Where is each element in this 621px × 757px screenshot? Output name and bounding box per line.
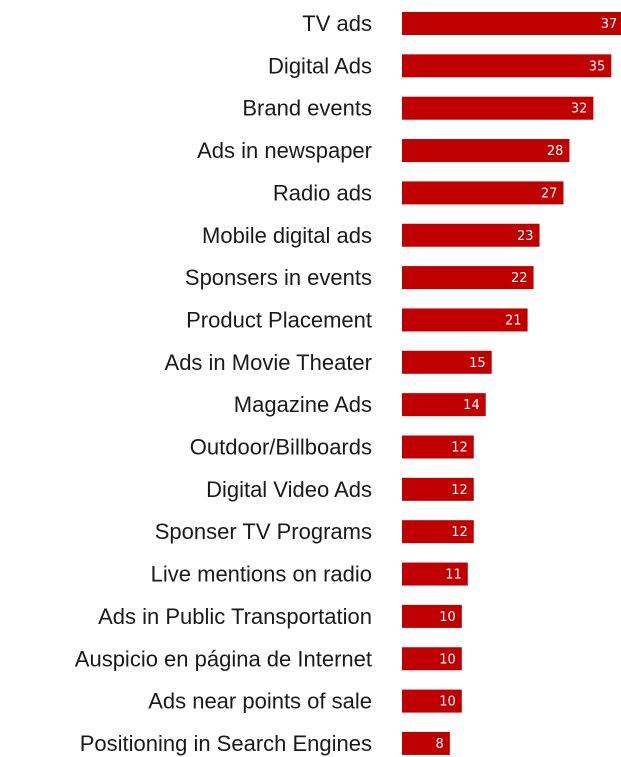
category-label: Auspicio en página de Internet (75, 646, 372, 671)
category-label: Ads near points of sale (148, 689, 372, 714)
bar (402, 520, 474, 544)
value-label: 21 (505, 313, 522, 328)
bar (402, 266, 534, 290)
value-label: 27 (541, 186, 558, 201)
category-label: Positioning in Search Engines (80, 731, 372, 756)
category-label: Brand events (242, 96, 372, 121)
bar (402, 689, 462, 713)
category-label: Digital Ads (268, 53, 372, 78)
value-label: 11 (445, 568, 462, 583)
value-label: 23 (517, 229, 534, 244)
category-label: Radio ads (273, 180, 372, 205)
category-label: Sponsers in events (185, 265, 372, 290)
value-label: 22 (511, 271, 528, 286)
category-label: Ads in Public Transportation (98, 604, 372, 629)
value-label: 12 (451, 483, 468, 498)
bar (402, 181, 564, 205)
bar (402, 12, 621, 35)
bar (402, 308, 528, 332)
value-label: 12 (451, 525, 468, 540)
value-label: 35 (589, 59, 606, 74)
bar (402, 647, 462, 671)
category-label: Ads in newspaper (197, 138, 372, 163)
category-label: Mobile digital ads (202, 223, 372, 248)
chart-rows: TV ads 37 Digital Ads 35 Brand events 32 Ads i… (75, 11, 621, 756)
category-label: Sponser TV Programs (155, 519, 372, 544)
category-label: Outdoor/Billboards (190, 435, 372, 460)
value-label: 10 (439, 610, 456, 625)
bar (402, 223, 540, 247)
value-label: 15 (469, 356, 486, 371)
value-label: 10 (439, 695, 456, 710)
value-label: 28 (547, 144, 564, 159)
bar (402, 350, 492, 374)
value-label: 14 (463, 398, 480, 413)
bar (402, 139, 570, 163)
bar (402, 96, 594, 120)
category-label: TV ads (302, 11, 372, 36)
category-label: Magazine Ads (234, 392, 372, 417)
bar (402, 393, 486, 417)
bar (402, 54, 612, 78)
value-label: 8 (436, 737, 444, 752)
category-label: Product Placement (186, 307, 372, 332)
value-label: 12 (451, 441, 468, 456)
bar (402, 604, 462, 628)
bar (402, 477, 474, 501)
category-label: Live mentions on radio (151, 562, 372, 587)
category-label: Ads in Movie Theater (165, 350, 372, 375)
value-label: 37 (601, 17, 618, 32)
bar (402, 435, 474, 459)
category-label: Digital Video Ads (206, 477, 372, 502)
bar (402, 731, 450, 755)
value-label: 10 (439, 652, 456, 667)
value-label: 32 (571, 102, 588, 117)
bar (402, 562, 468, 586)
